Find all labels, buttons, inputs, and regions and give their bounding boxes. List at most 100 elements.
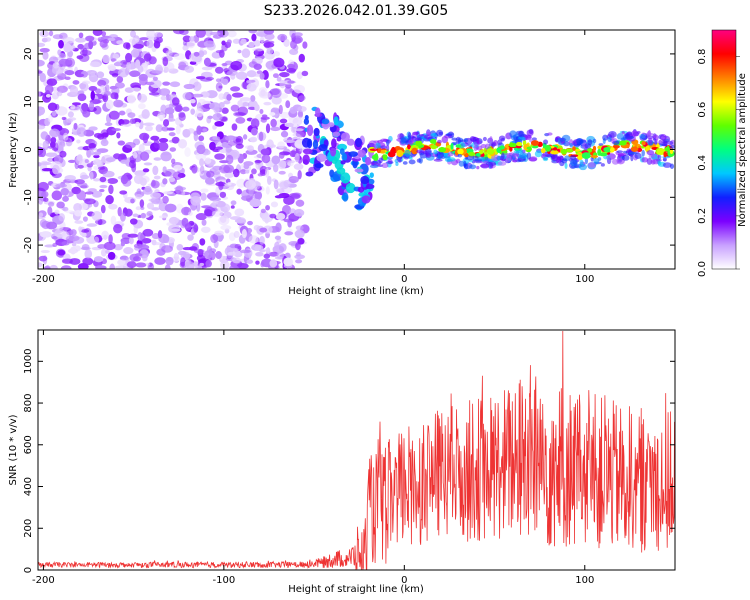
- spectrogram-cell: [47, 201, 55, 207]
- spectrogram-cell: [203, 250, 214, 259]
- spectrogram-cell: [360, 175, 370, 185]
- spectrogram-cell: [656, 148, 666, 156]
- spectrogram-cell: [260, 208, 266, 214]
- spectrogram-cell: [295, 199, 305, 207]
- spectrogram-cell: [270, 118, 277, 128]
- spectrogram-cell: [184, 223, 192, 231]
- spectrogram-cell: [160, 151, 172, 162]
- spectrogram-cell: [60, 187, 70, 196]
- spectrogram-cell: [42, 51, 49, 60]
- spectrogram-cell: [141, 238, 152, 244]
- spectrogram-cell: [669, 145, 675, 149]
- spectrogram-cell: [104, 122, 113, 127]
- spectrogram-cell: [88, 142, 97, 149]
- spectrogram-cell: [193, 131, 199, 142]
- spectrogram-cell: [254, 190, 263, 201]
- spectrogram-cell: [526, 146, 531, 150]
- spectrogram-cell: [80, 174, 90, 180]
- spectrogram-cell: [81, 102, 89, 112]
- spectrogram-cell: [646, 131, 651, 138]
- spectrogram-cell: [63, 43, 72, 53]
- spectrogram-cell: [189, 36, 195, 42]
- spectrogram-cell: [115, 220, 124, 225]
- spectrogram-cell: [62, 195, 69, 202]
- spectrogram-cell: [491, 141, 497, 147]
- spectrogram-cell: [321, 118, 330, 125]
- spectrogram-cell: [279, 111, 291, 119]
- spectrogram-cell: [76, 55, 84, 60]
- spectrogram-cell: [225, 145, 232, 153]
- spectrogram-cell: [512, 153, 520, 158]
- spectrogram-cell: [616, 133, 624, 140]
- spectrogram-cell: [123, 247, 134, 255]
- spectrogram-cell: [40, 131, 49, 140]
- spectrogram-cell: [199, 158, 205, 167]
- spectrogram-cell: [38, 106, 46, 116]
- spectrogram-cell: [652, 138, 656, 141]
- y-tick-label: 800: [23, 393, 34, 412]
- spectrogram-cell: [430, 138, 437, 145]
- spectrogram-cell: [78, 226, 83, 232]
- spectrogram-cell: [641, 149, 645, 157]
- spectrogram-cell: [193, 224, 199, 233]
- spectrogram-cell: [425, 152, 432, 158]
- spectrogram-cell: [93, 132, 103, 139]
- spectrogram-cell: [220, 224, 232, 231]
- spectrogram-cell: [57, 249, 66, 256]
- spectrogram-cell: [184, 147, 191, 158]
- spectrogram-cell: [209, 197, 222, 202]
- spectrogram-cell: [288, 175, 299, 184]
- spectrogram-cell: [152, 165, 159, 176]
- spectrogram-cell: [93, 154, 100, 159]
- spectrogram-cell: [111, 128, 121, 132]
- spectrogram-cell: [69, 246, 77, 255]
- spectrogram-cell: [283, 38, 290, 47]
- spectrogram-cell: [86, 223, 98, 227]
- spectrogram-cell: [38, 124, 46, 130]
- spectrogram-cell: [248, 41, 255, 48]
- spectrogram-cell: [287, 63, 296, 69]
- spectrogram-cell: [251, 33, 257, 42]
- spectrogram-cell: [270, 126, 281, 132]
- spectrogram-cell: [168, 216, 179, 225]
- spectrogram-cell: [126, 61, 132, 72]
- spectrogram-cell: [182, 45, 189, 51]
- spectrogram-cell: [385, 144, 390, 152]
- spectrogram-cell: [478, 149, 484, 155]
- spectrogram-cell: [255, 251, 264, 257]
- spectrogram-cell: [165, 256, 174, 266]
- spectrogram-cell: [39, 30, 50, 38]
- spectrogram-cell: [630, 154, 634, 162]
- spectrogram-cell: [117, 140, 126, 146]
- spectrogram-cell: [647, 137, 653, 145]
- spectrogram-cell: [572, 146, 576, 151]
- spectrogram-cell: [641, 157, 649, 163]
- spectrogram-cell: [132, 213, 139, 218]
- spectrogram-cell: [233, 111, 245, 117]
- spectrogram-cell: [135, 59, 141, 69]
- spectrogram-cell: [138, 93, 148, 103]
- spectrogram-cell: [55, 183, 68, 188]
- spectrogram-cell: [211, 210, 223, 217]
- spectrogram-cell: [146, 202, 155, 210]
- spectrogram-cell: [116, 132, 121, 139]
- spectrogram-cell: [140, 212, 147, 219]
- spectrogram-cell: [203, 40, 215, 48]
- spectrogram-cell: [357, 186, 365, 193]
- spectrogram-cell: [293, 84, 305, 94]
- spectrogram-cell: [205, 76, 214, 81]
- spectrogram-cell: [402, 161, 408, 165]
- spectrogram-cell: [51, 190, 63, 201]
- spectrogram-cell: [302, 154, 310, 165]
- spectrogram-cell: [52, 164, 60, 175]
- chart-title: S233.2026.042.01.39.G05: [264, 3, 449, 19]
- spectrogram-cell: [200, 192, 207, 201]
- spectrogram-cell: [202, 128, 208, 132]
- spectrogram-cell: [249, 198, 262, 208]
- spectrogram-cell: [551, 154, 559, 162]
- spectrogram-cell: [279, 79, 286, 89]
- spectrogram-cell: [88, 86, 98, 92]
- spectrogram-cell: [221, 40, 226, 46]
